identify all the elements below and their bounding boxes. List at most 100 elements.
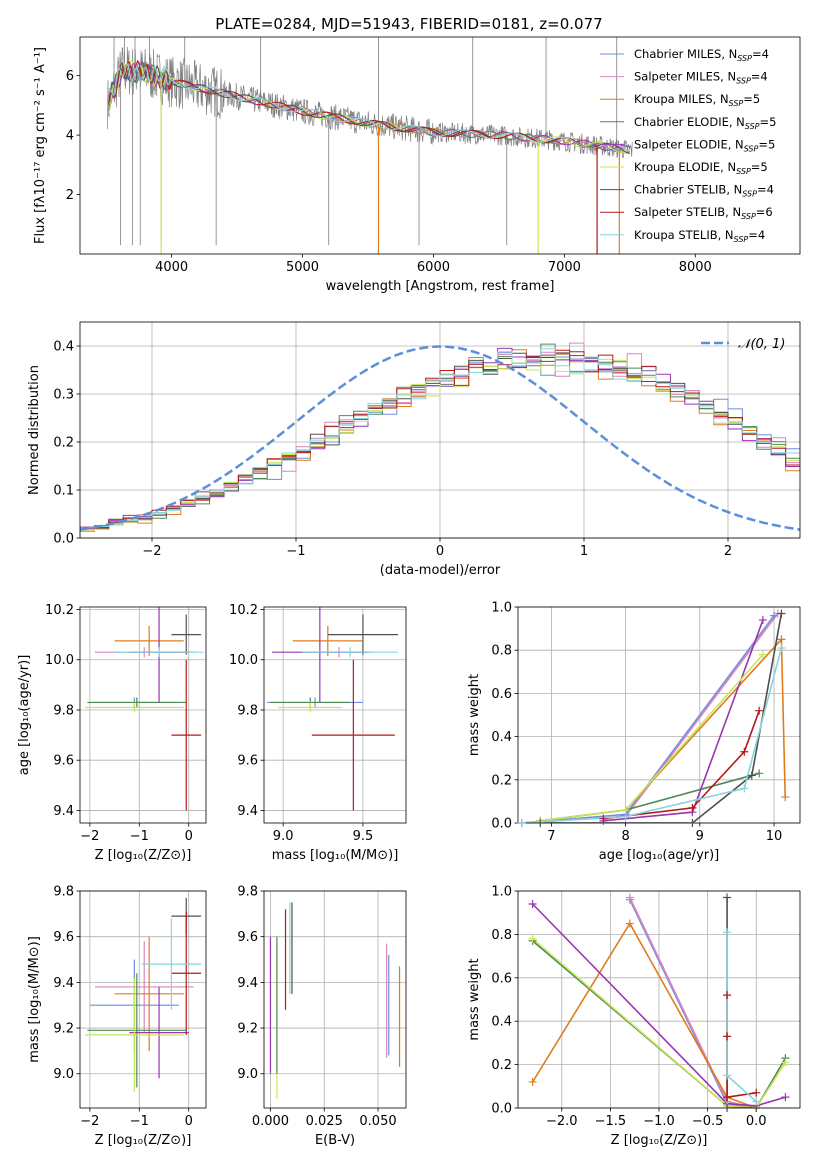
weight-marker [625,893,634,902]
y-tick-label: 9.8 [53,703,74,718]
x-tick-label: 0.050 [359,1114,396,1129]
histogram-series [80,348,800,538]
weight-series-line [726,995,757,1099]
weight-marker [740,747,749,756]
legend-label: Chabrier MILES, N [634,47,737,61]
weight-series-line [532,938,787,1108]
y-tick-label: 10.0 [45,653,74,668]
panel-mass_vs_z: −2 −1 0 9.0 9.2 9.4 9.6 9.8 Z [log₁₀(Z/Z⊙)] mass … [27,885,207,1148]
y-tick-label: 9.8 [53,885,74,900]
x-tick-label: 9 [696,829,704,844]
histogram-series [80,347,800,538]
y-tick-label: 9.4 [237,804,258,819]
legend-label: Chabrier STELIB, N [634,183,742,197]
legend-subscript: SSP [734,235,749,244]
y-tick-label: 0.0 [491,1102,512,1117]
y-tick-label: 0.4 [491,730,512,745]
x-tick-label: −1 [286,544,305,559]
weight-marker [777,635,786,644]
y-axis-label: age [log₁₀(age/yr)] [17,655,32,776]
plot-area-age_vs_mass [267,607,399,811]
panel-age_vs_z: −2 −1 0 9.4 9.6 9.8 10.0 10.2 Z [log₁₀(Z/Z⊙)] age… [17,603,207,863]
legend-subscript: SSP [742,190,757,199]
weight-marker [723,928,732,937]
weight-marker [688,803,697,812]
legend-entry: Kroupa STELIB, NSSP=4 [634,228,765,244]
y-tick-label: 10.2 [229,603,258,618]
legend-value: =6 [756,205,773,219]
histogram-series [80,343,800,538]
y-tick-label: 4 [66,129,74,144]
legend-value: =5 [743,92,760,106]
histogram-series [80,342,800,538]
y-tick-label: 0.4 [491,1015,512,1030]
x-axis-label: Z [log₁₀(Z/Z⊙)] [95,1133,192,1148]
y-axis-label: mass weight [467,674,482,756]
weight-marker [777,644,786,653]
y-tick-label: 9.2 [237,1022,258,1037]
x-tick-label: 2 [724,544,732,559]
y-tick-label: 10.2 [45,603,74,618]
legend-label: Kroupa ELODIE, N [634,160,736,174]
weight-marker [528,900,537,909]
legend-subscript: SSP [745,122,760,131]
weight-marker [781,793,790,802]
axes-frame [517,606,801,824]
x-tick-label: 5000 [286,260,319,275]
y-tick-label: 6 [66,69,74,84]
x-axis-label: wavelength [Angstrom, rest frame] [326,279,555,294]
x-tick-label: −2 [80,1114,99,1129]
y-tick-label: 9.6 [237,930,258,945]
weight-marker [758,615,767,624]
weight-marker [621,812,630,821]
y-tick-label: 9.0 [53,1067,74,1082]
weight-marker [688,819,697,827]
weight-marker [517,819,526,827]
axes-frame [79,890,207,1109]
plot-area-age_vs_z [84,607,204,811]
weight-marker [755,769,764,778]
legend-entry: Chabrier STELIB, NSSP=4 [634,183,774,199]
weight-series-line [540,637,786,822]
legend-subscript: SSP [729,99,744,108]
axes-frame [79,36,801,255]
x-tick-label: 6000 [417,260,450,275]
weight-marker [755,706,764,715]
x-tick-label: −0.5 [692,1114,724,1129]
axes-frame [79,606,207,824]
x-tick-label: −1 [130,1114,149,1129]
x-tick-label: 0.025 [306,1114,343,1129]
panel-spectrum: 4000 5000 6000 7000 8000 2 4 6 wavelength [Angst… [33,36,801,294]
x-tick-label: 7000 [548,260,581,275]
gaussian-curve [80,345,800,531]
legend-entry: Kroupa ELODIE, NSSP=5 [634,160,768,176]
plot-area-residuals [80,342,800,538]
legend-value: =4 [752,47,769,61]
y-tick-label: 9.6 [53,930,74,945]
y-tick-label: 0.2 [53,436,74,451]
weight-marker [625,919,634,928]
x-axis-label: Z [log₁₀(Z/Z⊙)] [95,848,192,863]
weight-series-line [540,613,783,823]
weight-marker [740,784,749,793]
panel-mass_vs_ebv: 0.000 0.025 0.050 9.0 9.2 9.4 9.6 9.8 E(B-V) [237,885,407,1148]
weight-marker [752,1088,761,1097]
weight-marker [723,991,732,1000]
y-axis-label: Normed distribution [27,365,42,495]
weight-series-line [726,897,757,1108]
weight-marker [723,1104,732,1112]
weight-marker [781,1093,790,1102]
legend-entry: Kroupa MILES, NSSP=5 [634,92,760,108]
x-tick-label: 1 [580,544,588,559]
weight-series-line [531,921,757,1108]
y-tick-label: 9.8 [237,703,258,718]
x-tick-label: 4000 [155,260,188,275]
axes-frame [263,606,407,824]
plot-area-weight_vs_z [531,897,787,1108]
x-tick-label: 0 [185,1114,193,1129]
legend-entry: Chabrier ELODIE, NSSP=5 [634,115,776,131]
y-tick-label: 0.6 [491,971,512,986]
weight-marker [747,771,756,780]
